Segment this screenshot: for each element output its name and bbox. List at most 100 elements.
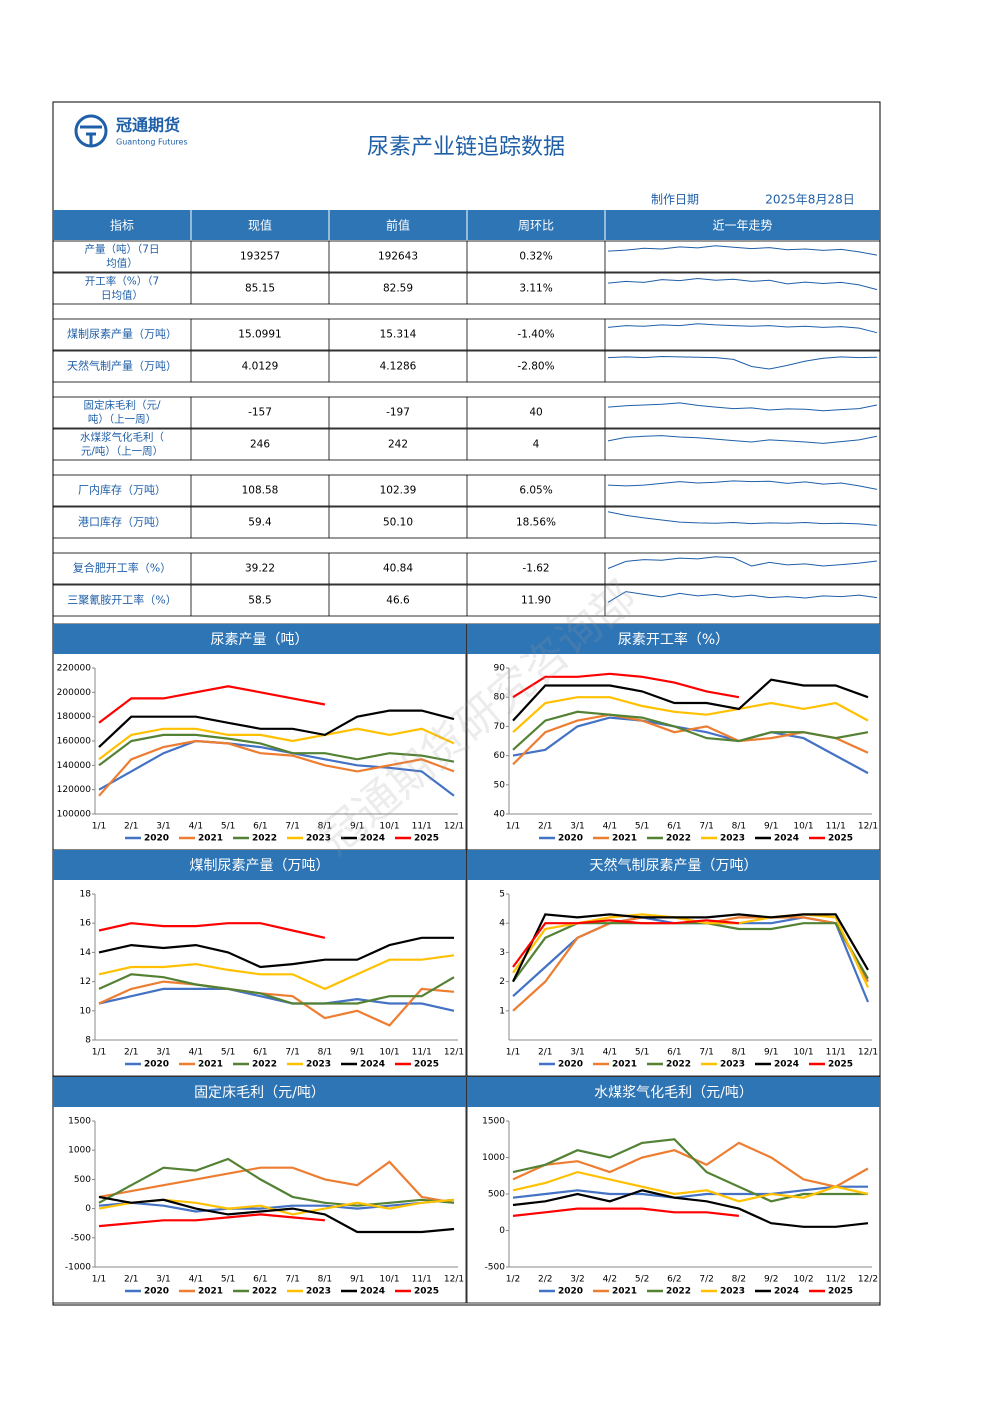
- legend-label: 2022: [666, 834, 691, 844]
- y-tick-label: 140000: [57, 761, 92, 771]
- table-header: 指标: [110, 218, 134, 233]
- cell-previous: 4.1286: [380, 361, 417, 373]
- legend-label: 2022: [252, 834, 277, 844]
- x-tick-label: 11/1: [412, 1275, 432, 1285]
- series-line: [98, 987, 455, 1012]
- legend-label: 2022: [252, 1287, 277, 1297]
- chart-frame: [466, 849, 881, 1077]
- y-tick-label: 90: [494, 664, 506, 674]
- cell-change: 0.32%: [519, 251, 552, 263]
- sparkline: [607, 511, 878, 526]
- row-label: 产量（吨）（7日均值）: [85, 243, 160, 270]
- cell-change: 4: [533, 439, 540, 451]
- cell-change: -1.62: [522, 563, 549, 575]
- cell-previous: 82.59: [383, 283, 413, 295]
- series-line: [512, 916, 870, 1003]
- x-tick-label: 3/2: [570, 1275, 584, 1285]
- sparkline: [607, 591, 878, 603]
- legend-label: 2022: [252, 1060, 277, 1070]
- series-line: [98, 1160, 455, 1204]
- x-tick-label: 9/1: [350, 1048, 364, 1058]
- cell-change: -2.80%: [517, 361, 554, 373]
- cell-current: 85.15: [245, 283, 275, 295]
- cell-current: 59.4: [248, 517, 272, 529]
- x-tick-label: 8/1: [318, 1048, 332, 1058]
- legend-label: 2025: [828, 1060, 853, 1070]
- legend-label: 2020: [144, 1287, 169, 1297]
- x-tick-label: 6/1: [667, 1048, 681, 1058]
- chart-frame: [52, 849, 467, 1077]
- x-tick-label: 9/2: [764, 1275, 778, 1285]
- x-tick-label: 7/1: [285, 1048, 299, 1058]
- table-header: 现值: [248, 218, 272, 233]
- series-line: [98, 733, 455, 767]
- series-line: [512, 678, 869, 722]
- legend-label: 2020: [558, 1287, 583, 1297]
- x-tick-label: 6/2: [667, 1275, 681, 1285]
- x-tick-label: 3/1: [156, 822, 170, 832]
- series-line: [512, 1189, 869, 1228]
- logo: [74, 114, 108, 148]
- x-tick-label: 5/1: [635, 822, 649, 832]
- x-tick-label: 12/1: [444, 822, 464, 832]
- cell-current: 193257: [240, 251, 280, 263]
- legend-label: 2020: [144, 834, 169, 844]
- y-tick-label: 40: [494, 810, 506, 820]
- x-tick-label: 11/1: [412, 1048, 432, 1058]
- x-tick-label: 10/1: [379, 1048, 399, 1058]
- y-tick-label: 70: [494, 722, 506, 732]
- x-tick-label: 4/1: [189, 1275, 203, 1285]
- x-tick-label: 11/1: [826, 822, 846, 832]
- x-tick-label: 7/2: [699, 1275, 713, 1285]
- series-line: [98, 1198, 455, 1213]
- x-tick-label: 7/1: [285, 822, 299, 832]
- legend-label: 2024: [360, 1287, 385, 1297]
- x-tick-label: 6/1: [667, 822, 681, 832]
- x-tick-label: 4/1: [189, 1048, 203, 1058]
- table-header: 周环比: [518, 219, 554, 233]
- sparkline: [607, 556, 878, 569]
- y-tick-label: 16: [80, 919, 92, 929]
- legend-label: 2025: [828, 1287, 853, 1297]
- series-line: [98, 973, 455, 1005]
- row-label: 煤制尿素产量（万吨）: [67, 327, 177, 341]
- y-tick-label: 0: [85, 1204, 91, 1214]
- x-tick-label: 2/1: [124, 1275, 138, 1285]
- series-line: [512, 716, 869, 775]
- x-tick-label: 1/1: [92, 822, 106, 832]
- x-tick-label: 5/1: [635, 1048, 649, 1058]
- series-line: [98, 685, 326, 724]
- y-tick-label: 1500: [482, 1117, 505, 1127]
- x-tick-label: 2/1: [538, 1048, 552, 1058]
- cell-current: -157: [248, 407, 272, 419]
- y-tick-label: -500: [71, 1233, 92, 1243]
- x-tick-label: 12/1: [444, 1048, 464, 1058]
- row-label: 港口库存（万吨）: [78, 515, 166, 529]
- legend-label: 2025: [414, 1060, 439, 1070]
- series-line: [512, 1138, 868, 1203]
- y-tick-label: 12: [80, 977, 91, 987]
- y-tick-label: 5: [499, 890, 505, 900]
- x-tick-label: 9/1: [764, 822, 778, 832]
- series-line: [512, 916, 869, 1012]
- row-bg: [52, 506, 881, 539]
- legend-label: 2023: [720, 1287, 745, 1297]
- series-line: [98, 1195, 455, 1234]
- x-tick-label: 6/1: [253, 822, 267, 832]
- x-tick-label: 11/1: [826, 1048, 846, 1058]
- legend-label: 2021: [612, 834, 637, 844]
- series-line: [512, 919, 739, 968]
- date: 2025年8月28日: [765, 193, 854, 207]
- cell-change: -1.40%: [517, 329, 554, 341]
- legend-label: 2024: [774, 1060, 799, 1070]
- y-tick-label: 0: [499, 1226, 505, 1236]
- y-tick-label: 80: [494, 693, 506, 703]
- series-line: [98, 922, 326, 939]
- sparkline: [607, 277, 878, 291]
- series-line: [98, 936, 454, 969]
- cell-current: 4.0129: [242, 361, 279, 373]
- y-tick-label: 8: [85, 1036, 91, 1046]
- chart-title: 尿素产量（吨）: [211, 632, 309, 648]
- row-bg: [52, 272, 881, 305]
- y-tick-label: 220000: [57, 664, 92, 674]
